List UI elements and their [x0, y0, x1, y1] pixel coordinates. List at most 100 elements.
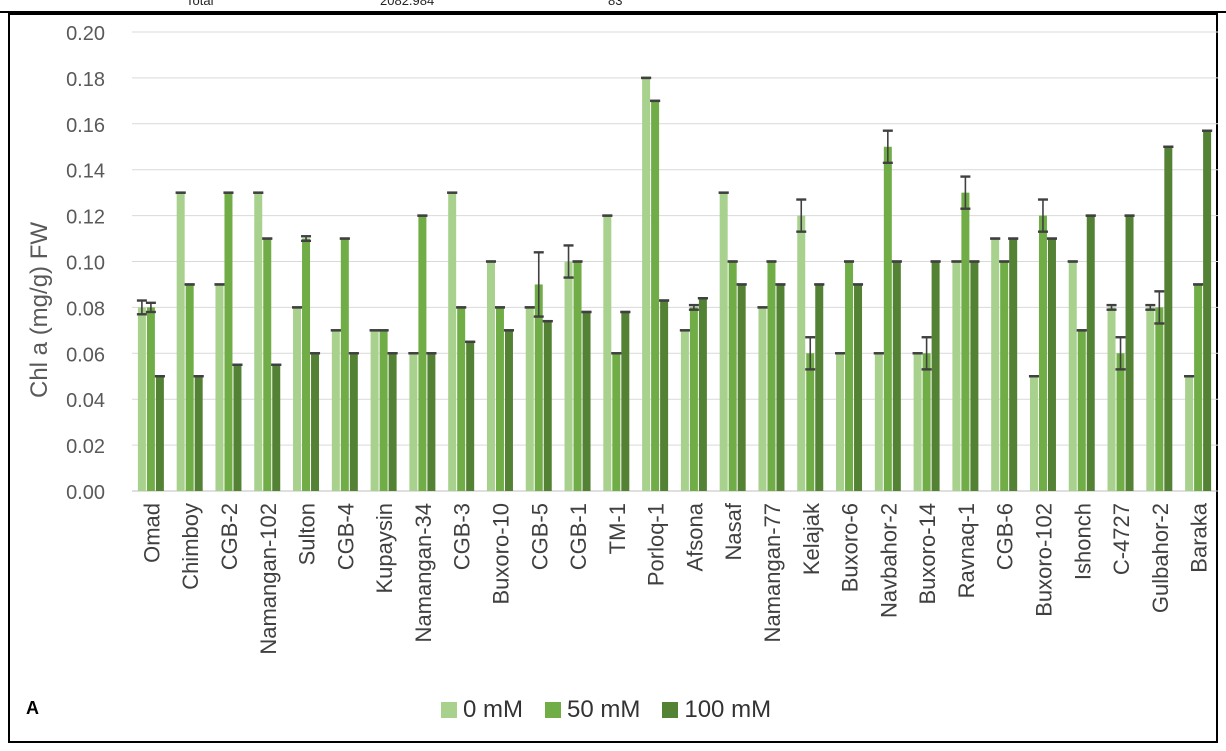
x-tick-label: Baraka — [1187, 502, 1212, 572]
error-bar — [960, 175, 971, 210]
error-bar — [145, 301, 156, 314]
x-tick-label: Kupaysin — [372, 503, 397, 594]
bar — [340, 238, 349, 491]
bar — [137, 307, 146, 491]
bar — [379, 330, 388, 491]
error-bar — [921, 336, 932, 371]
bar — [922, 353, 931, 491]
y-tick-label: 0.06 — [66, 344, 105, 366]
x-tick-label: C-4727 — [1109, 503, 1134, 575]
legend-label: 50 mM — [567, 696, 641, 723]
bar — [680, 330, 689, 491]
bar — [1029, 376, 1038, 491]
bar — [1000, 261, 1009, 491]
bar — [806, 353, 815, 491]
bar — [573, 261, 582, 491]
y-tick-label: 0.16 — [66, 115, 105, 137]
bar — [155, 376, 164, 491]
x-tick-label: Ravnaq-1 — [954, 503, 979, 598]
x-tick-label: CGB-2 — [217, 503, 242, 570]
y-tick-label: 0.08 — [66, 298, 105, 320]
bar — [836, 353, 845, 491]
bar — [913, 353, 922, 491]
error-bar — [533, 251, 544, 318]
x-tick-label: Sulton — [295, 503, 320, 565]
x-tick-label: CGB-5 — [527, 503, 552, 570]
legend-swatch — [545, 702, 561, 718]
x-tick-label: CGB-3 — [450, 503, 475, 570]
bar — [302, 238, 311, 491]
bar — [185, 284, 194, 491]
bar — [845, 261, 854, 491]
bar — [660, 300, 669, 491]
bar — [758, 307, 767, 491]
x-tick-label: Buxoro-6 — [838, 503, 863, 592]
bar — [854, 284, 863, 491]
x-tick-label: Gulbahor-2 — [1148, 503, 1173, 613]
x-tick-label: Porloq-1 — [644, 503, 669, 586]
x-tick-label: Afsona — [682, 502, 707, 571]
bar — [1203, 130, 1212, 491]
bar — [1125, 215, 1134, 491]
error-bar — [1106, 303, 1117, 311]
y-tick-label: 0.00 — [66, 482, 105, 504]
bar — [388, 353, 397, 491]
error-bar — [136, 299, 147, 316]
bar — [603, 215, 612, 491]
x-tick-label: Kelajak — [799, 502, 824, 575]
bar — [612, 353, 621, 491]
bar — [1146, 307, 1155, 491]
bar — [146, 307, 155, 491]
error-bar — [1115, 336, 1126, 371]
bar — [224, 192, 233, 491]
bar — [1068, 261, 1077, 491]
x-tick-label: Namangan-102 — [256, 503, 281, 655]
x-tick-label: Omad — [139, 503, 164, 563]
y-tick-label: 0.12 — [66, 207, 105, 229]
bar — [1009, 238, 1018, 491]
y-tick-label: 0.02 — [66, 436, 105, 458]
bar — [815, 284, 824, 491]
legend-item-100mM: 100 mM — [662, 696, 771, 724]
bar — [892, 261, 901, 491]
bar — [970, 261, 979, 491]
y-tick-label: 0.10 — [66, 253, 105, 275]
bar — [1194, 284, 1203, 491]
total-label: Total — [186, 0, 214, 8]
y-axis-title: Chl a (mg/g) FW — [26, 222, 53, 398]
bar — [486, 261, 495, 491]
bar — [689, 307, 698, 491]
bar — [194, 376, 203, 491]
bar — [418, 215, 427, 491]
bar — [767, 261, 776, 491]
legend-label: 0 mM — [463, 696, 523, 723]
y-tick-label: 0.18 — [66, 69, 105, 91]
bar — [331, 330, 340, 491]
bar — [698, 298, 707, 491]
legend-label: 100 mM — [684, 696, 772, 723]
legend-item-0mM: 0 mM — [441, 696, 523, 724]
total-count: 83 — [608, 0, 623, 8]
bar — [525, 307, 534, 491]
bar — [651, 100, 660, 491]
error-bar — [805, 336, 816, 371]
bar — [215, 284, 224, 491]
error-bar — [796, 198, 807, 233]
error-bar — [688, 303, 699, 311]
y-tick-label: 0.14 — [66, 161, 105, 183]
bar — [543, 321, 552, 491]
x-tick-label: Namangan-77 — [760, 503, 785, 642]
bar — [883, 146, 892, 491]
x-tick-label: Buxoro-10 — [488, 503, 513, 605]
bar — [349, 353, 358, 491]
x-tick-label: Navbahor-2 — [876, 503, 901, 618]
bar — [1047, 238, 1056, 491]
bar — [504, 330, 513, 491]
bar — [1107, 307, 1116, 491]
legend-swatch — [441, 702, 457, 718]
bar — [719, 192, 728, 491]
bar — [457, 307, 466, 491]
bar — [991, 238, 1000, 491]
bar — [495, 307, 504, 491]
bar — [176, 192, 185, 491]
